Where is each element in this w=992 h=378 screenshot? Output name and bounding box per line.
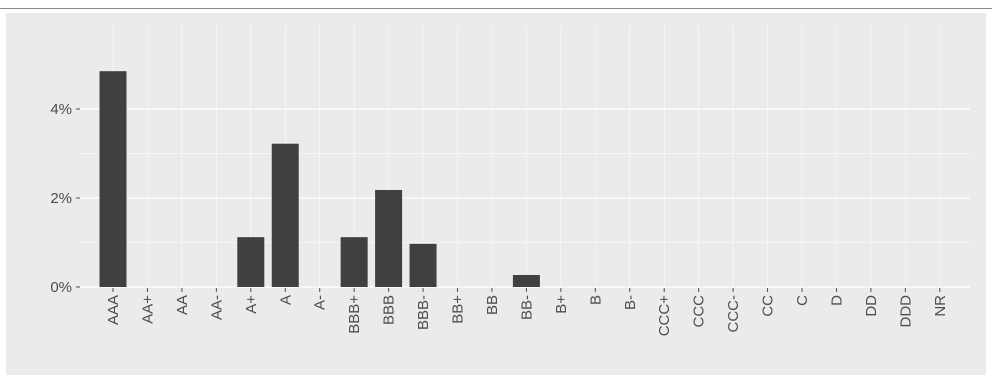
x-tick-label: A [277, 295, 294, 305]
y-axis-ticks: 0% 2% 4% [50, 101, 80, 296]
x-tick-label: BBB [381, 295, 398, 325]
x-tick-label: AA [174, 295, 191, 315]
x-tick-label: BBB- [415, 295, 432, 330]
x-tick-label: B- [622, 295, 639, 310]
top-rule [0, 8, 992, 9]
x-tick-label: BBB+ [346, 295, 363, 334]
x-tick-label: AA+ [139, 295, 156, 324]
bar-AAA [99, 71, 127, 287]
bars [99, 71, 540, 287]
bar-BBB [375, 189, 403, 287]
x-tick-label: DD [863, 295, 880, 317]
x-tick-label: CCC- [725, 295, 742, 333]
x-tick-label: CCC+ [656, 295, 673, 336]
x-tick-label: CCC [691, 295, 708, 328]
y-tick-label: 4% [50, 101, 72, 118]
x-tick-label: A- [312, 295, 329, 310]
x-tick-label: BB+ [450, 295, 467, 324]
chart-panel [6, 13, 986, 375]
bar-A+ [237, 237, 265, 287]
x-tick-label: CC [760, 295, 777, 317]
x-tick-label: AAA [105, 295, 122, 325]
x-tick-label: NR [932, 295, 949, 317]
x-tick-label: DDD [897, 295, 914, 328]
x-tick-label: BB [484, 295, 501, 315]
bar-A [271, 143, 299, 287]
x-tick-label: B [587, 295, 604, 305]
y-tick-label: 0% [50, 279, 72, 296]
x-tick-label: D [828, 295, 845, 306]
x-tick-label: B+ [553, 295, 570, 314]
y-tick-label: 2% [50, 190, 72, 207]
x-tick-label: BB- [518, 295, 535, 320]
bar-BBB+ [340, 237, 368, 287]
x-tick-label: AA- [208, 295, 225, 320]
bar-BBB- [409, 243, 437, 287]
x-tick-label: C [794, 295, 811, 306]
x-axis-ticks: AAA AA+ AA AA- A+ A A- BBB+ BBB BBB- BB+ BB BB- B+ B B-… [105, 288, 949, 336]
bar-BB- [512, 274, 540, 287]
x-tick-label: A+ [243, 295, 260, 314]
gridlines [80, 25, 970, 290]
